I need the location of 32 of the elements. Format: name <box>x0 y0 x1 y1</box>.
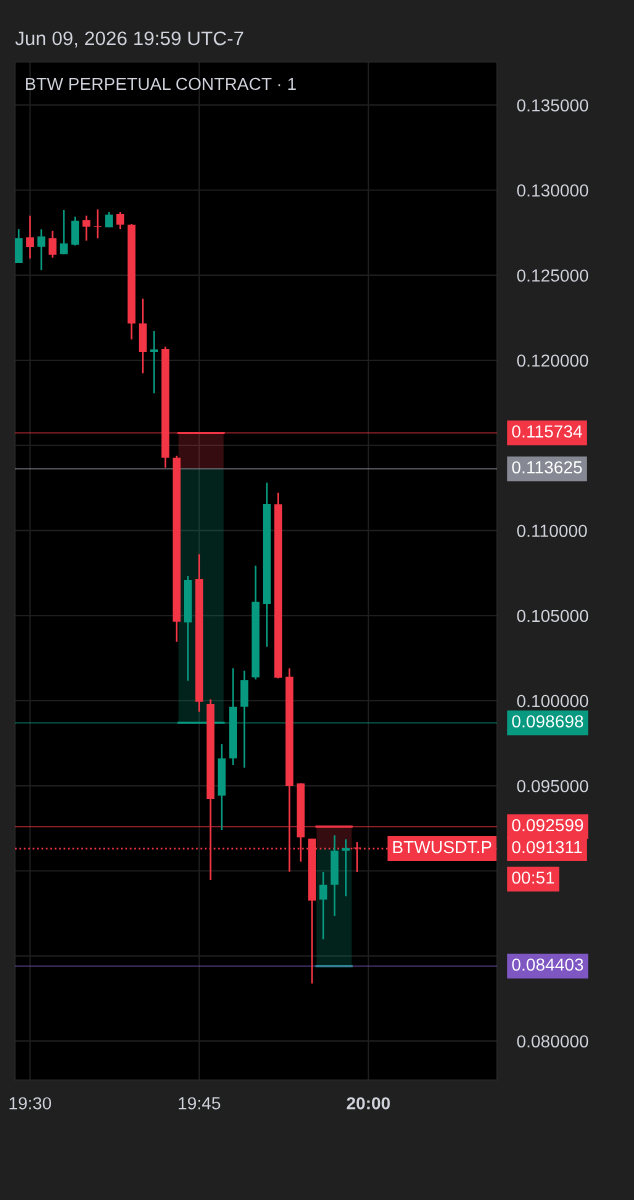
ref-line-label: 0.084403 <box>512 958 584 971</box>
y-tick-label: 0.125000 <box>517 269 589 282</box>
ref-line-label: 0.113625 <box>512 461 582 474</box>
y-tick-label: 0.080000 <box>517 1035 589 1048</box>
text: 00:51 <box>512 871 555 884</box>
x-tick-label: 20:00 <box>346 1097 390 1110</box>
y-tick-label: 0.135000 <box>517 99 589 112</box>
y-tick-label: 0.130000 <box>517 184 589 197</box>
y-tick-label: 0.120000 <box>517 354 589 367</box>
candlestick <box>82 214 91 242</box>
y-tick-label: 0.105000 <box>517 609 589 623</box>
candlestick <box>37 228 46 271</box>
ref-line-label: 0.098698 <box>512 715 584 728</box>
y-tick-label: 0.110000 <box>517 524 587 537</box>
ref-line-label: 0.092599 <box>512 818 584 832</box>
candlestick <box>48 229 57 259</box>
candlestick <box>319 871 328 941</box>
x-tick-label: 19:45 <box>178 1097 221 1110</box>
candlestick <box>150 330 159 395</box>
y-tick-label: 0.100000 <box>517 694 589 708</box>
chart-subtitle: Jun 09, 2026 19:59 UTC-7 <box>15 31 244 48</box>
candlestick <box>26 214 34 260</box>
ref-line-label: 0.115734 <box>512 425 583 438</box>
ref-line-label: 0.091311 <box>512 840 582 854</box>
candlestick <box>93 208 102 240</box>
x-tick-label: 19:30 <box>9 1097 52 1110</box>
y-tick-label: 0.095000 <box>517 779 589 793</box>
candlestick <box>59 209 68 255</box>
text: BTW PERPETUAL CONTRACT · 1 <box>26 77 296 91</box>
candlestick <box>71 215 80 247</box>
candlestick <box>341 838 350 898</box>
annotation: BTWUSDT.P <box>393 840 492 854</box>
